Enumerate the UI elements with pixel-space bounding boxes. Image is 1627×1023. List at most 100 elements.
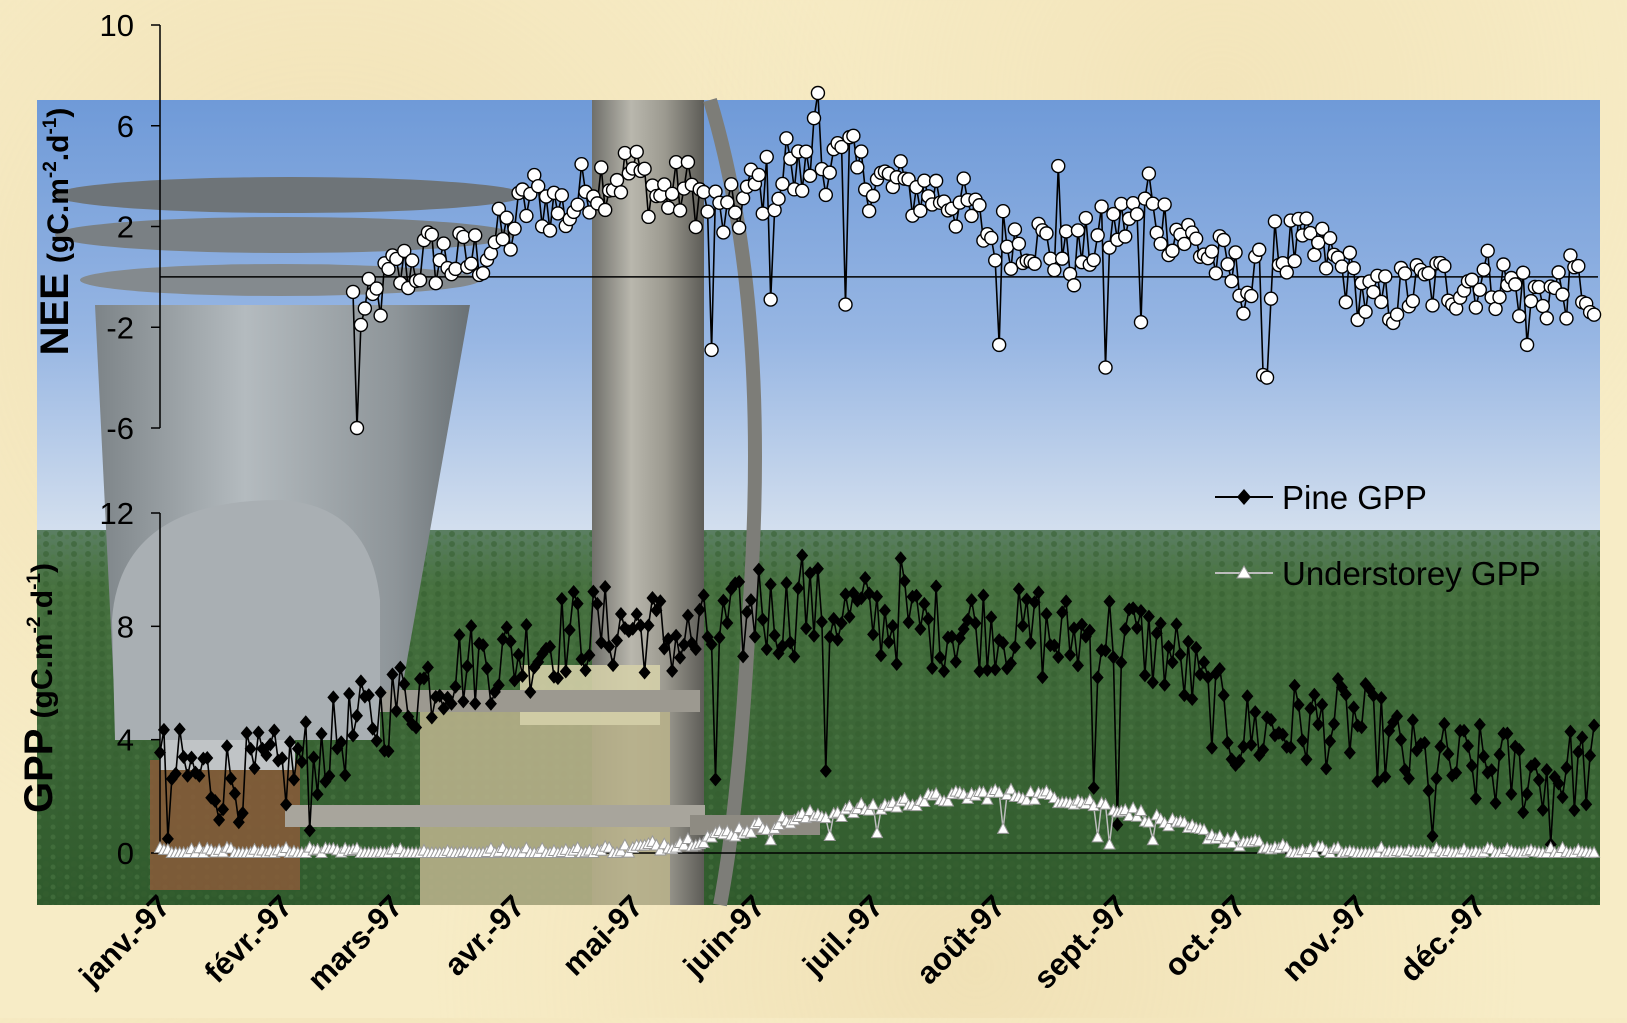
pine-gpp-data-point — [1213, 662, 1226, 677]
pine-gpp-data-point — [1375, 691, 1388, 706]
nee-y-tick-label: 6 — [117, 109, 134, 144]
nee-data-point — [1027, 256, 1042, 271]
pine-gpp-data-point — [469, 696, 482, 711]
pine-gpp-data-point — [173, 722, 186, 737]
understorey-gpp-data-point — [890, 800, 904, 813]
understorey-gpp-data-point — [618, 838, 632, 851]
pine-gpp-data-point — [1556, 790, 1569, 805]
nee-data-point — [794, 183, 810, 198]
pine-gpp-data-point — [1304, 701, 1317, 716]
pine-gpp-data-point — [583, 648, 596, 663]
nee-data-point — [1188, 231, 1204, 246]
understorey-gpp-data-point — [1099, 797, 1112, 810]
pine-gpp-data-point — [410, 720, 423, 735]
pine-gpp-data-point — [425, 710, 438, 725]
nee-y-tick-label: 10 — [100, 8, 134, 43]
nee-data-point — [1153, 236, 1168, 252]
nee-data-point — [1488, 301, 1503, 317]
nee-y-tick-label: -2 — [106, 310, 134, 345]
nee-data-point — [436, 236, 451, 251]
pine-gpp-data-point — [1288, 678, 1301, 693]
nee-data-point — [1011, 236, 1027, 251]
nee-data-point — [1358, 304, 1373, 320]
nee-data-point — [503, 242, 518, 257]
nee-data-point — [361, 271, 377, 287]
nee-data-point — [913, 203, 928, 218]
pine-gpp-data-point — [1016, 618, 1029, 633]
nee-data-point — [1378, 269, 1393, 284]
pine-gpp-data-point — [201, 750, 214, 765]
pine-gpp-data-point — [185, 750, 198, 765]
pine-gpp-data-point — [1186, 692, 1199, 707]
nee-data-point — [850, 160, 865, 175]
pine-gpp-data-point — [1245, 737, 1258, 752]
pine-gpp-data-point — [1257, 742, 1270, 757]
nee-data-point — [464, 256, 479, 271]
pine-gpp-data-point — [926, 660, 939, 675]
pine-gpp-data-point — [1103, 594, 1116, 609]
nee-data-point — [1129, 206, 1145, 222]
understorey-gpp-data-point — [941, 794, 955, 807]
pine-gpp-data-point — [343, 686, 356, 701]
nee-y-label-unit: (gC.m — [42, 178, 75, 263]
understorey-gpp-data-point — [992, 785, 1006, 798]
pine-gpp-data-point — [977, 588, 990, 603]
pine-gpp-data-point — [1442, 747, 1455, 762]
pine-gpp-data-point — [792, 581, 805, 596]
nee-data-point — [700, 204, 715, 219]
pine-gpp-data-point — [480, 661, 493, 676]
nee-data-point — [456, 229, 471, 245]
nee-data-point — [755, 206, 770, 221]
pine-gpp-data-point — [1450, 765, 1463, 780]
pine-gpp-data-point — [1249, 705, 1262, 720]
pine-gpp-data-point — [1473, 717, 1486, 732]
pine-gpp-data-point — [693, 602, 706, 617]
nee-data-point — [381, 261, 396, 277]
nee-data-point — [1251, 242, 1267, 257]
nee-data-point — [1287, 253, 1302, 269]
nee-data-point — [1374, 294, 1389, 310]
pine-gpp-data-point — [831, 632, 844, 647]
understorey-gpp-data-point — [1103, 837, 1116, 850]
understorey-gpp-data-point — [843, 799, 856, 812]
nee-data-point — [1216, 232, 1231, 248]
pine-gpp-data-point — [1075, 617, 1088, 632]
pine-gpp-data-point — [819, 763, 832, 778]
gpp-y-label-exp2: -1 — [24, 573, 45, 590]
pine-gpp-data-point — [874, 648, 887, 663]
nee-data-point — [1007, 222, 1023, 237]
nee-data-point — [991, 337, 1007, 353]
nee-data-point — [353, 317, 369, 333]
pine-gpp-data-point — [421, 660, 434, 675]
nee-data-point — [467, 228, 483, 243]
pine-gpp-data-point — [744, 593, 757, 608]
pine-gpp-data-point — [614, 606, 627, 621]
pine-gpp-data-point — [398, 677, 411, 692]
nee-data-point — [1141, 166, 1157, 181]
pine-gpp-data-point — [579, 663, 592, 678]
nee-data-point — [664, 186, 680, 202]
pine-gpp-data-point — [260, 747, 273, 762]
nee-data-point — [397, 243, 412, 259]
pine-gpp-data-point — [780, 576, 793, 591]
pine-gpp-data-point — [1008, 640, 1021, 655]
nee-data-point — [1307, 247, 1322, 263]
pine-gpp-data-point — [886, 619, 899, 634]
pine-gpp-data-point — [453, 628, 466, 643]
nee-data-point — [448, 261, 463, 277]
pine-gpp-data-point — [1528, 756, 1541, 771]
pine-gpp-data-point — [1406, 713, 1419, 728]
pine-gpp-data-point — [945, 629, 958, 644]
pine-gpp-data-point — [563, 623, 576, 638]
understorey-gpp-data-point — [823, 828, 837, 841]
pine-gpp-data-point — [1142, 609, 1155, 624]
pine-gpp-data-point — [1166, 655, 1179, 670]
pine-gpp-data-point — [374, 685, 387, 700]
understorey-gpp-data-point — [1004, 782, 1018, 795]
nee-data-point — [1315, 221, 1330, 237]
nee-data-point — [404, 253, 420, 268]
pine-gpp-data-point — [807, 628, 820, 643]
pine-gpp-data-point — [370, 733, 383, 748]
pine-gpp-data-point — [394, 660, 407, 675]
nee-data-point — [854, 144, 869, 159]
